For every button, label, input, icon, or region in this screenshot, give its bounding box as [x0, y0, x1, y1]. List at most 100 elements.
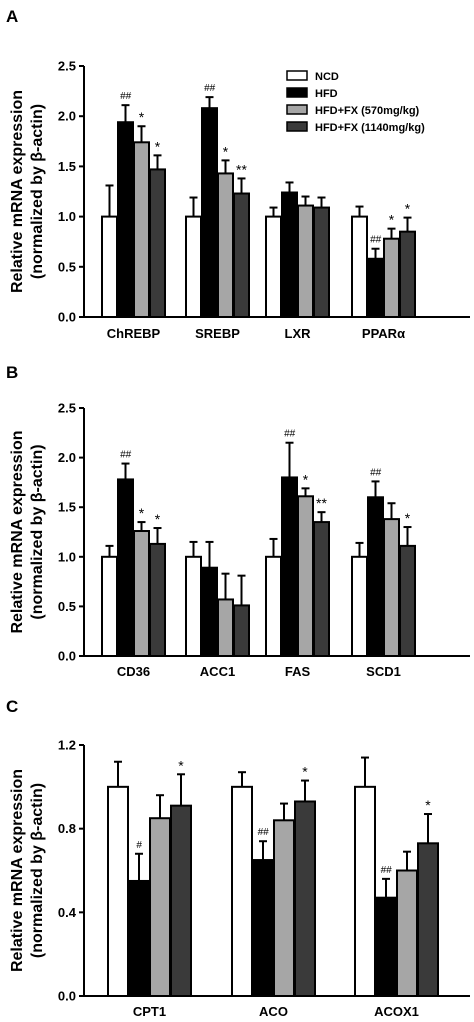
bar: [273, 819, 295, 997]
bar: [133, 141, 150, 318]
significance-label: **: [316, 495, 327, 511]
significance-label: *: [405, 201, 411, 217]
bar: [201, 566, 218, 657]
bar: [107, 785, 129, 997]
panel-a: A Relative mRNA expression (normalized by …: [6, 7, 470, 341]
bar: [396, 869, 418, 997]
bar: [101, 215, 118, 319]
bar: [383, 518, 400, 657]
y-tick-label: 0.5: [58, 599, 76, 614]
panel-letter: A: [6, 7, 18, 26]
bar: [217, 598, 234, 657]
category-label: PPARα: [362, 326, 405, 341]
y-tick-label: 1.5: [58, 159, 76, 174]
y-tick-label: 2.5: [58, 59, 76, 74]
y-tick-label: 0.0: [58, 649, 76, 664]
y-tick-label: 0.0: [58, 310, 76, 325]
legend-swatch: [286, 87, 308, 98]
significance-label: *: [223, 143, 229, 159]
significance-label: *: [139, 109, 145, 125]
legend-swatch: [286, 104, 308, 115]
legend-label: HFD+FX (570mg/kg): [315, 105, 420, 117]
y-axis-label-line2: (normalized by β-actin): [29, 783, 46, 958]
y-tick-label: 0.0: [58, 989, 76, 1004]
bar: [117, 121, 134, 318]
significance-label: *: [303, 471, 309, 487]
significance-label: ##: [370, 467, 382, 478]
bar: [351, 215, 368, 319]
y-tick-label: 0.4: [58, 905, 77, 920]
y-tick-label: 2.5: [58, 401, 76, 416]
category-label: ACOX1: [374, 1004, 419, 1019]
significance-label: #: [136, 840, 142, 851]
bar: [170, 804, 192, 997]
bar: [313, 521, 330, 658]
category-label: CPT1: [133, 1004, 166, 1019]
significance-label: ##: [204, 83, 216, 94]
legend: NCD HFD HFD+FX (570mg/kg) HFD+FX (1140mg/kg…: [286, 70, 425, 134]
bar: [399, 230, 416, 318]
bar: [297, 495, 314, 657]
y-tick-label: 1.5: [58, 500, 76, 515]
bar: [265, 555, 282, 657]
y-tick-label: 0.5: [58, 259, 76, 274]
bar: [281, 476, 298, 657]
significance-label: *: [389, 212, 395, 228]
legend-swatch: [286, 70, 308, 81]
significance-label: ##: [120, 450, 132, 461]
significance-label: *: [155, 138, 161, 154]
significance-label: *: [405, 510, 411, 526]
significance-label: *: [302, 764, 308, 780]
y-tick-label: 1.0: [58, 549, 76, 564]
category-label: ChREBP: [107, 326, 161, 341]
bar: [281, 191, 298, 318]
legend-label: NCD: [315, 71, 339, 83]
bar: [313, 206, 330, 318]
category-label: SCD1: [366, 664, 401, 679]
panel-letter: B: [6, 363, 18, 382]
significance-label: *: [139, 505, 145, 521]
bar: [233, 604, 250, 658]
bar: [233, 192, 250, 318]
y-tick-label: 1.2: [58, 738, 76, 753]
bar: [185, 555, 202, 657]
bar: [117, 478, 134, 658]
bar: [149, 542, 166, 657]
significance-label: ##: [370, 235, 382, 246]
category-label: CD36: [117, 664, 150, 679]
bar: [201, 107, 218, 318]
y-tick-label: 2.0: [58, 109, 76, 124]
bar: [367, 257, 384, 319]
y-axis-label-line1: Relative mRNA expression: [9, 769, 26, 972]
y-axis-label-line1: Relative mRNA expression: [9, 430, 26, 633]
category-label: ACC1: [200, 664, 235, 679]
category-label: SREBP: [195, 326, 240, 341]
bar: [294, 800, 316, 997]
legend-label: HFD+FX (1140mg/kg): [315, 122, 425, 134]
category-label: ACO: [259, 1004, 288, 1019]
y-tick-label: 1.0: [58, 209, 76, 224]
significance-label: ##: [284, 429, 296, 440]
y-axis-label-line1: Relative mRNA expression: [9, 90, 26, 293]
significance-label: *: [178, 757, 184, 773]
significance-label: ##: [257, 827, 269, 838]
bar: [217, 172, 234, 318]
bar: [252, 859, 274, 998]
significance-label: **: [236, 161, 247, 177]
y-tick-label: 0.8: [58, 821, 76, 836]
significance-label: ##: [120, 91, 132, 102]
bar: [149, 168, 166, 318]
legend-swatch: [286, 121, 308, 132]
legend-label: HFD: [315, 88, 338, 100]
y-axis-label-line2: (normalized by β-actin): [29, 444, 46, 619]
bar: [417, 842, 439, 998]
bar: [297, 204, 314, 318]
bar: [101, 555, 118, 657]
bar: [351, 555, 368, 657]
panel-c: C Relative mRNA expression (normalized by …: [6, 697, 470, 1019]
bar: [367, 496, 384, 657]
y-axis-label-line2: (normalized by β-actin): [29, 104, 46, 279]
bar: [128, 879, 150, 997]
bar: [399, 544, 416, 657]
